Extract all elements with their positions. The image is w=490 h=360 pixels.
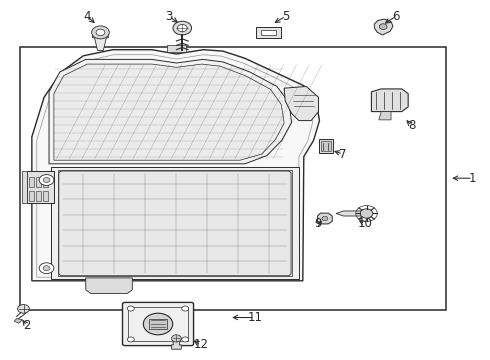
Text: 4: 4 — [83, 10, 91, 23]
Polygon shape — [93, 32, 108, 50]
Text: 10: 10 — [358, 217, 372, 230]
Bar — [261, 30, 276, 35]
Polygon shape — [51, 167, 299, 279]
Polygon shape — [49, 59, 292, 164]
Circle shape — [182, 337, 189, 342]
Circle shape — [172, 335, 181, 342]
Circle shape — [92, 26, 109, 39]
Polygon shape — [336, 211, 362, 216]
Circle shape — [360, 209, 373, 218]
Circle shape — [322, 216, 328, 221]
Text: 3: 3 — [165, 10, 173, 23]
Polygon shape — [14, 319, 23, 323]
Text: 7: 7 — [339, 148, 347, 161]
Polygon shape — [54, 64, 284, 160]
Text: 12: 12 — [194, 338, 208, 351]
Polygon shape — [32, 50, 319, 281]
Circle shape — [144, 313, 172, 335]
Circle shape — [18, 305, 29, 313]
Bar — [321, 141, 331, 151]
Circle shape — [127, 337, 134, 342]
Circle shape — [127, 306, 134, 311]
Bar — [149, 319, 167, 329]
Circle shape — [177, 24, 187, 32]
Circle shape — [39, 175, 54, 185]
Bar — [43, 191, 48, 201]
Polygon shape — [167, 45, 186, 52]
Circle shape — [39, 263, 54, 274]
FancyBboxPatch shape — [59, 171, 291, 276]
Bar — [256, 27, 281, 38]
Polygon shape — [86, 278, 132, 293]
Text: 2: 2 — [23, 319, 31, 332]
Text: 8: 8 — [408, 119, 416, 132]
Circle shape — [379, 24, 387, 30]
Text: 1: 1 — [469, 172, 477, 185]
Circle shape — [182, 306, 189, 311]
Text: 9: 9 — [314, 217, 321, 230]
Bar — [27, 171, 54, 203]
Polygon shape — [284, 86, 318, 121]
Polygon shape — [371, 89, 408, 112]
Bar — [36, 177, 41, 187]
Text: 5: 5 — [282, 10, 290, 23]
Circle shape — [96, 29, 105, 36]
Circle shape — [173, 21, 192, 35]
Text: 6: 6 — [392, 10, 400, 23]
Polygon shape — [374, 19, 393, 35]
Circle shape — [43, 266, 50, 271]
Bar — [29, 177, 34, 187]
Polygon shape — [379, 112, 391, 120]
Circle shape — [43, 177, 50, 183]
Polygon shape — [22, 171, 27, 203]
Text: 11: 11 — [247, 311, 262, 324]
Bar — [58, 170, 292, 276]
Bar — [128, 307, 188, 341]
Polygon shape — [172, 338, 181, 349]
Bar — [36, 191, 41, 201]
FancyBboxPatch shape — [122, 302, 194, 346]
Polygon shape — [318, 213, 332, 224]
Bar — [43, 177, 48, 187]
Bar — [29, 191, 34, 201]
Bar — [319, 139, 333, 153]
Bar — [20, 47, 446, 310]
